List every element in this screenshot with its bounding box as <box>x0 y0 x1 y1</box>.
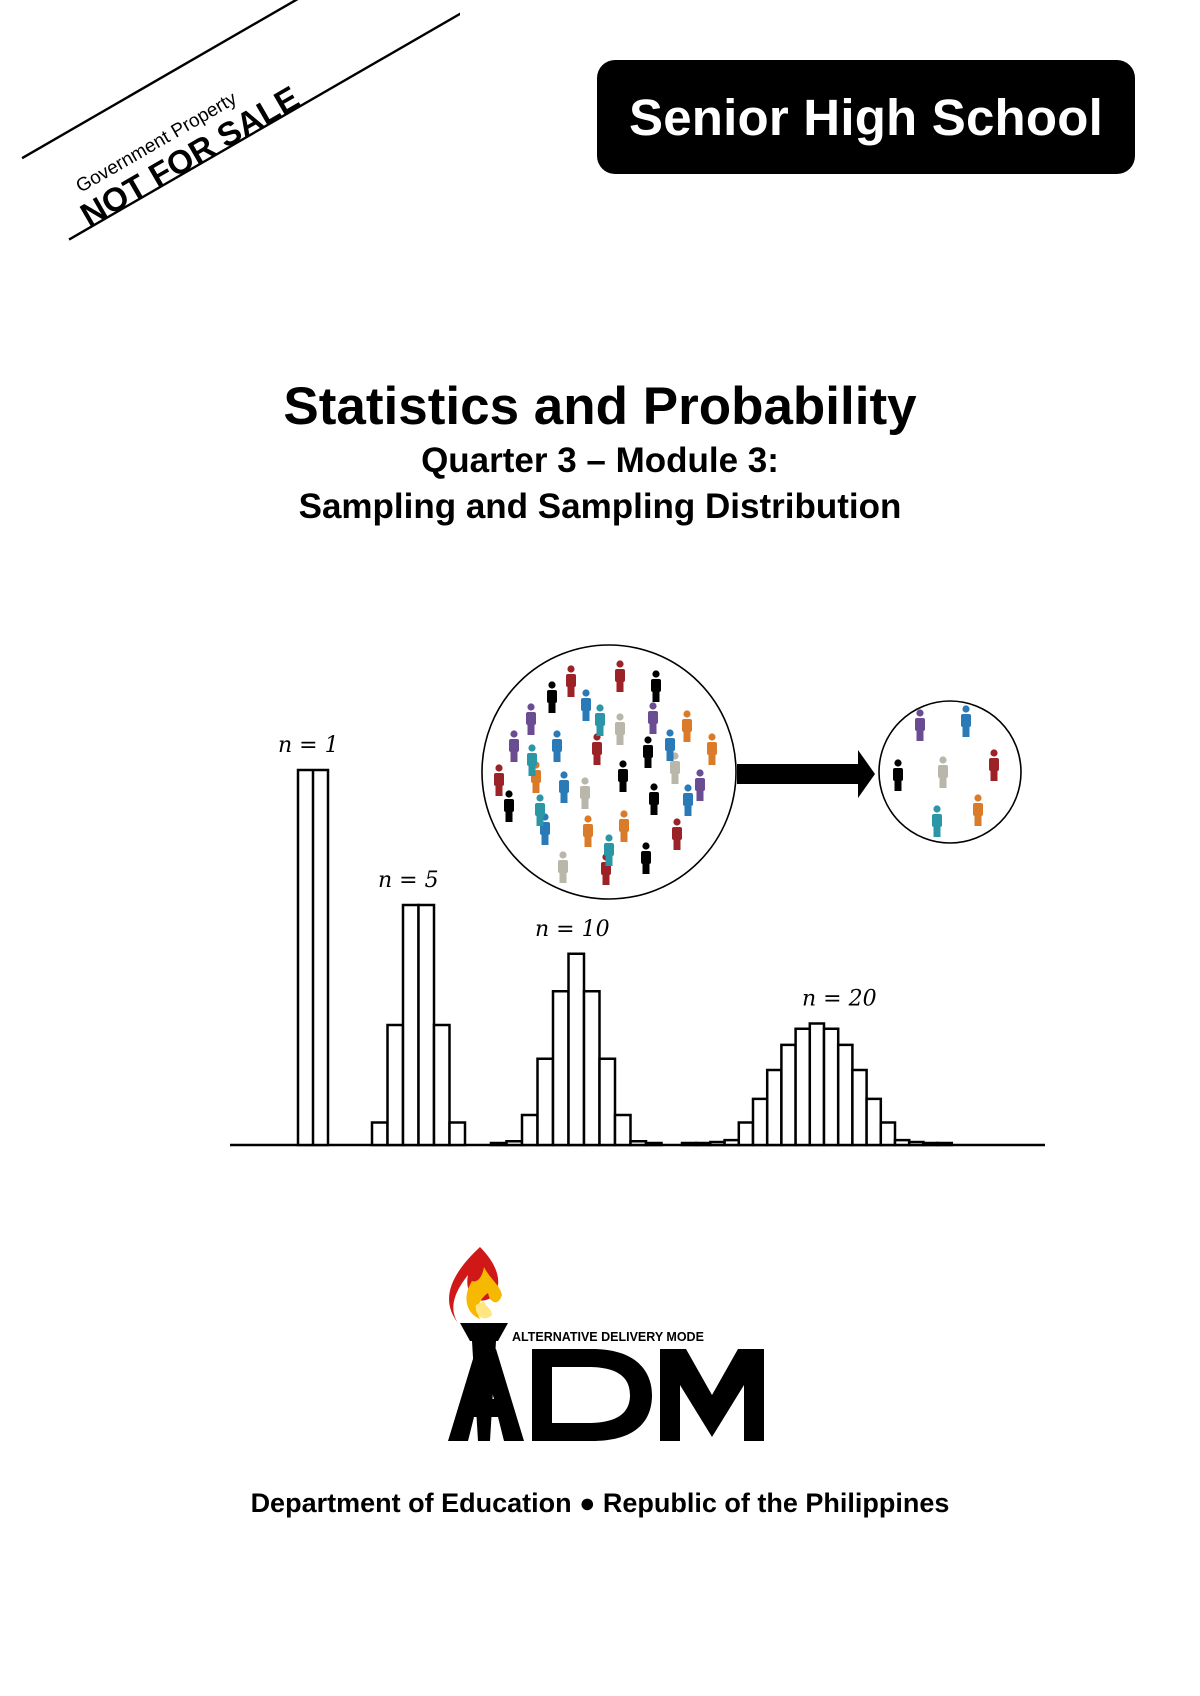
person-icon <box>932 805 942 837</box>
person-icon <box>527 744 537 776</box>
person-icon <box>938 756 948 788</box>
person-icon <box>494 764 504 796</box>
person-icon <box>615 660 625 692</box>
person-icon <box>566 665 576 697</box>
histogram-label: n = 10 <box>535 917 610 942</box>
histogram-bar <box>432 1023 451 1147</box>
histogram-label: n = 5 <box>378 868 439 893</box>
histogram-bar <box>386 1023 405 1147</box>
adm-logo: ALTERNATIVE DELIVERY MODE <box>448 1247 764 1441</box>
histogram-bar <box>780 1043 797 1147</box>
page-title: Statistics and Probability <box>283 377 917 436</box>
person-icon <box>893 759 903 791</box>
histogram-bar <box>401 903 420 1147</box>
histogram-bar <box>629 1140 648 1147</box>
senior-high-school-badge: Senior High School <box>597 60 1135 174</box>
person-icon <box>695 769 705 801</box>
histogram-bar <box>936 1141 954 1147</box>
histogram-label: n = 1 <box>278 733 339 758</box>
histogram-bar <box>808 1022 826 1147</box>
person-icon <box>665 729 675 761</box>
histogram-bar <box>822 1027 840 1147</box>
person-icon <box>973 794 983 826</box>
adm-wordmark <box>448 1349 764 1441</box>
histogram-bar <box>723 1138 741 1147</box>
histogram-bar <box>417 903 436 1147</box>
person-icon <box>682 710 692 742</box>
person-icon <box>672 818 682 850</box>
histogram-bar <box>737 1121 755 1147</box>
person-icon <box>558 851 568 883</box>
person-icon <box>583 815 593 847</box>
person-icon <box>641 842 651 874</box>
histogram-bar <box>370 1121 389 1147</box>
sample-people <box>893 705 999 837</box>
logo-tagline: ALTERNATIVE DELIVERY MODE <box>512 1330 704 1344</box>
person-icon <box>552 730 562 762</box>
histogram-bar <box>751 1097 769 1147</box>
not-for-sale-ribbon: Government Property NOT FOR SALE <box>21 0 460 241</box>
person-icon <box>649 783 659 815</box>
histogram-bar <box>448 1121 467 1147</box>
person-icon <box>559 771 569 803</box>
histogram-bar <box>865 1097 883 1147</box>
histogram-bar <box>893 1138 911 1147</box>
histogram-bar <box>765 1068 783 1147</box>
histogram-bar <box>836 1043 854 1147</box>
person-icon <box>535 794 545 826</box>
torch-flame-icon <box>449 1247 502 1323</box>
histogram-bar <box>489 1141 508 1147</box>
quarter-module-subtitle: Quarter 3 – Module 3: <box>421 441 779 480</box>
histogram-bars <box>296 768 954 1147</box>
sampling-distribution-figure: n = 1 n = 5 n = 10 n = 20 <box>230 644 1045 1147</box>
histogram-bar <box>644 1141 663 1147</box>
badge-label: Senior High School <box>629 88 1103 146</box>
histogram-labels: n = 1 n = 5 n = 10 n = 20 <box>278 733 877 1012</box>
person-icon <box>643 736 653 768</box>
title-block: Statistics and Probability Quarter 3 – M… <box>0 376 1200 530</box>
person-icon <box>961 705 971 737</box>
module-topic-subtitle: Sampling and Sampling Distribution <box>298 487 902 526</box>
person-icon <box>504 790 514 822</box>
person-icon <box>619 810 629 842</box>
histogram-bar <box>536 1057 555 1147</box>
person-icon <box>707 733 717 765</box>
histogram-bar <box>680 1141 698 1147</box>
person-icon <box>915 709 925 741</box>
histogram-bar <box>851 1068 868 1147</box>
histogram-label: n = 20 <box>802 987 877 1012</box>
histogram-bar <box>505 1140 524 1147</box>
person-icon <box>989 749 999 781</box>
histogram-bar <box>694 1141 712 1147</box>
footer-text: Department of Education ● Republic of th… <box>250 1488 950 1518</box>
histogram-bar <box>879 1121 897 1147</box>
sampling-arrow-icon <box>737 750 875 798</box>
histogram-bar <box>613 1113 632 1147</box>
histogram-bar <box>598 1057 617 1147</box>
person-icon <box>604 834 614 866</box>
population-people <box>494 660 717 885</box>
histogram-bar <box>907 1140 925 1147</box>
histogram-bar <box>567 952 586 1147</box>
person-icon <box>580 777 590 809</box>
person-icon <box>651 670 661 702</box>
person-icon <box>648 702 658 734</box>
histogram-bar <box>709 1140 726 1147</box>
person-icon <box>547 681 557 713</box>
person-icon <box>683 784 693 816</box>
person-icon <box>618 760 628 792</box>
person-icon <box>526 703 536 735</box>
person-icon <box>509 730 519 762</box>
person-icon <box>595 704 605 736</box>
histogram-bar <box>922 1141 939 1147</box>
person-icon <box>615 713 625 745</box>
histogram-bar <box>794 1027 812 1147</box>
histogram-bar <box>582 990 601 1147</box>
histogram-bar <box>551 990 570 1147</box>
person-icon <box>581 689 591 721</box>
histogram-bar <box>520 1113 539 1147</box>
sample-circle <box>878 700 1022 844</box>
